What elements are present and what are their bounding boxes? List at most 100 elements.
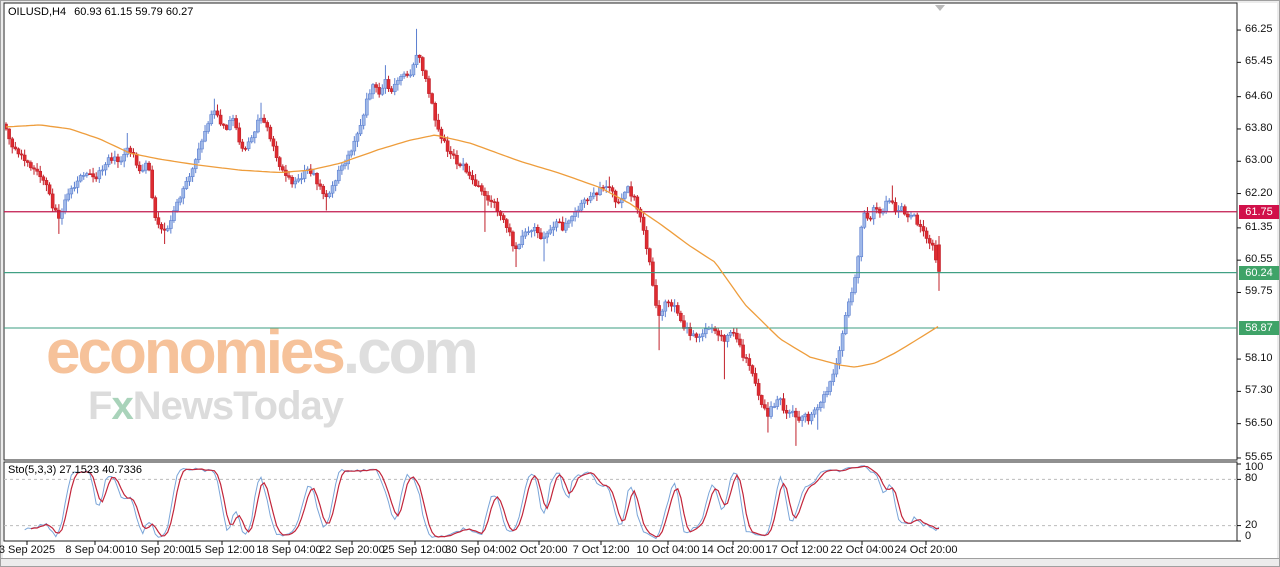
candle-body [871,207,876,220]
candle-body [109,157,114,161]
candle-body [13,146,18,150]
time-axis-label: 30 Sep 04:00 [445,544,511,556]
price-badge-61.75[interactable]: 61.75 [1239,204,1279,219]
candle-body [573,211,577,217]
candle-body [868,217,873,220]
candle-body [386,79,391,89]
candle-body [753,373,758,384]
candle-body [243,148,248,150]
candle-body [691,333,696,336]
candle-body [887,200,892,203]
candle-body [498,210,503,216]
candle-body [847,301,851,316]
moving-average-line [5,124,939,368]
price-axis-label-64.60: 64.60 [1245,89,1273,102]
candle-body [461,163,465,167]
candle-body [228,120,232,130]
stochastic-values-label: 27.1523 40.7336 [59,464,142,476]
candle-body [159,224,164,230]
candle-body [794,410,798,418]
candle-body [532,227,537,231]
candle-body [197,148,201,160]
candle-body [669,302,674,307]
candle-body [588,195,593,201]
candle-body [610,187,615,192]
candle-body [277,157,282,167]
candle-body [604,186,609,188]
candle-body [924,230,929,239]
candle-body [884,200,888,212]
candle-body [35,168,39,172]
candle-body [69,188,74,195]
candle-body [809,413,814,422]
candle-body [38,170,43,178]
candle-body [725,335,730,342]
candle-body [517,244,521,249]
candle-body [570,216,574,222]
candle-body [116,156,120,162]
symbol-timeframe-label: OILUSD,H4 [8,6,67,18]
price-badge-60.24[interactable]: 60.24 [1239,265,1279,280]
candle-body [22,154,27,162]
candle-body [591,192,596,197]
candle-body [29,162,33,169]
candle-body [246,141,251,150]
candle-body [654,285,658,306]
candles-group[interactable] [5,28,941,446]
candle-body [343,163,347,167]
candle-body [539,232,543,239]
watermark: economies.com FxNewsToday [46,322,479,427]
candle-body [91,173,95,178]
candle-body [75,180,80,188]
candle-body [184,181,189,189]
candle-body [853,277,857,293]
candle-body [837,350,842,364]
candle-body [436,119,441,130]
candle-body [374,84,378,88]
price-badge-58.87[interactable]: 58.87 [1239,320,1279,335]
time-axis-label: 10 Sep 20:00 [125,544,191,556]
candle-body [557,221,562,224]
candle-body [865,212,870,219]
candle-body [128,147,133,153]
candle-body [78,175,83,182]
candle-body [489,199,493,202]
candle-body [60,211,64,219]
candle-body [172,210,176,221]
time-axis-label: 18 Sep 04:00 [256,544,322,556]
candle-body [672,305,677,307]
candle-body [728,331,733,336]
candle-body [688,327,693,336]
candle-body [772,406,776,408]
candle-body [486,195,490,201]
candle-body [178,197,182,203]
candle-body [775,399,780,407]
candle-body [514,245,518,249]
candle-body [293,180,298,185]
candle-body [190,168,195,178]
candle-body [834,363,839,375]
candle-body [290,176,294,185]
sto-dashed-levels [4,478,1237,527]
time-axis-label: 15 Sep 12:00 [189,544,255,556]
candle-body [651,261,655,286]
candle-body [629,186,633,197]
candle-body [663,301,668,312]
candle-body [803,413,808,418]
candle-body [299,178,304,180]
candle-body [122,154,126,162]
time-axis-label: 17 Oct 12:00 [765,544,829,556]
candle-body [405,73,409,76]
candle-body [411,64,416,76]
candle-body [327,192,332,198]
price-axis-label-65.45: 65.45 [1245,55,1273,68]
candle-body [218,114,223,125]
time-axis-label: 2 Oct 20:00 [510,544,568,556]
time-axis-label: 22 Oct 04:00 [830,544,894,556]
candle-body [909,215,913,218]
candle-body [616,201,621,204]
candle-body [240,141,245,149]
candle-body [763,404,767,409]
candle-body [340,165,344,171]
